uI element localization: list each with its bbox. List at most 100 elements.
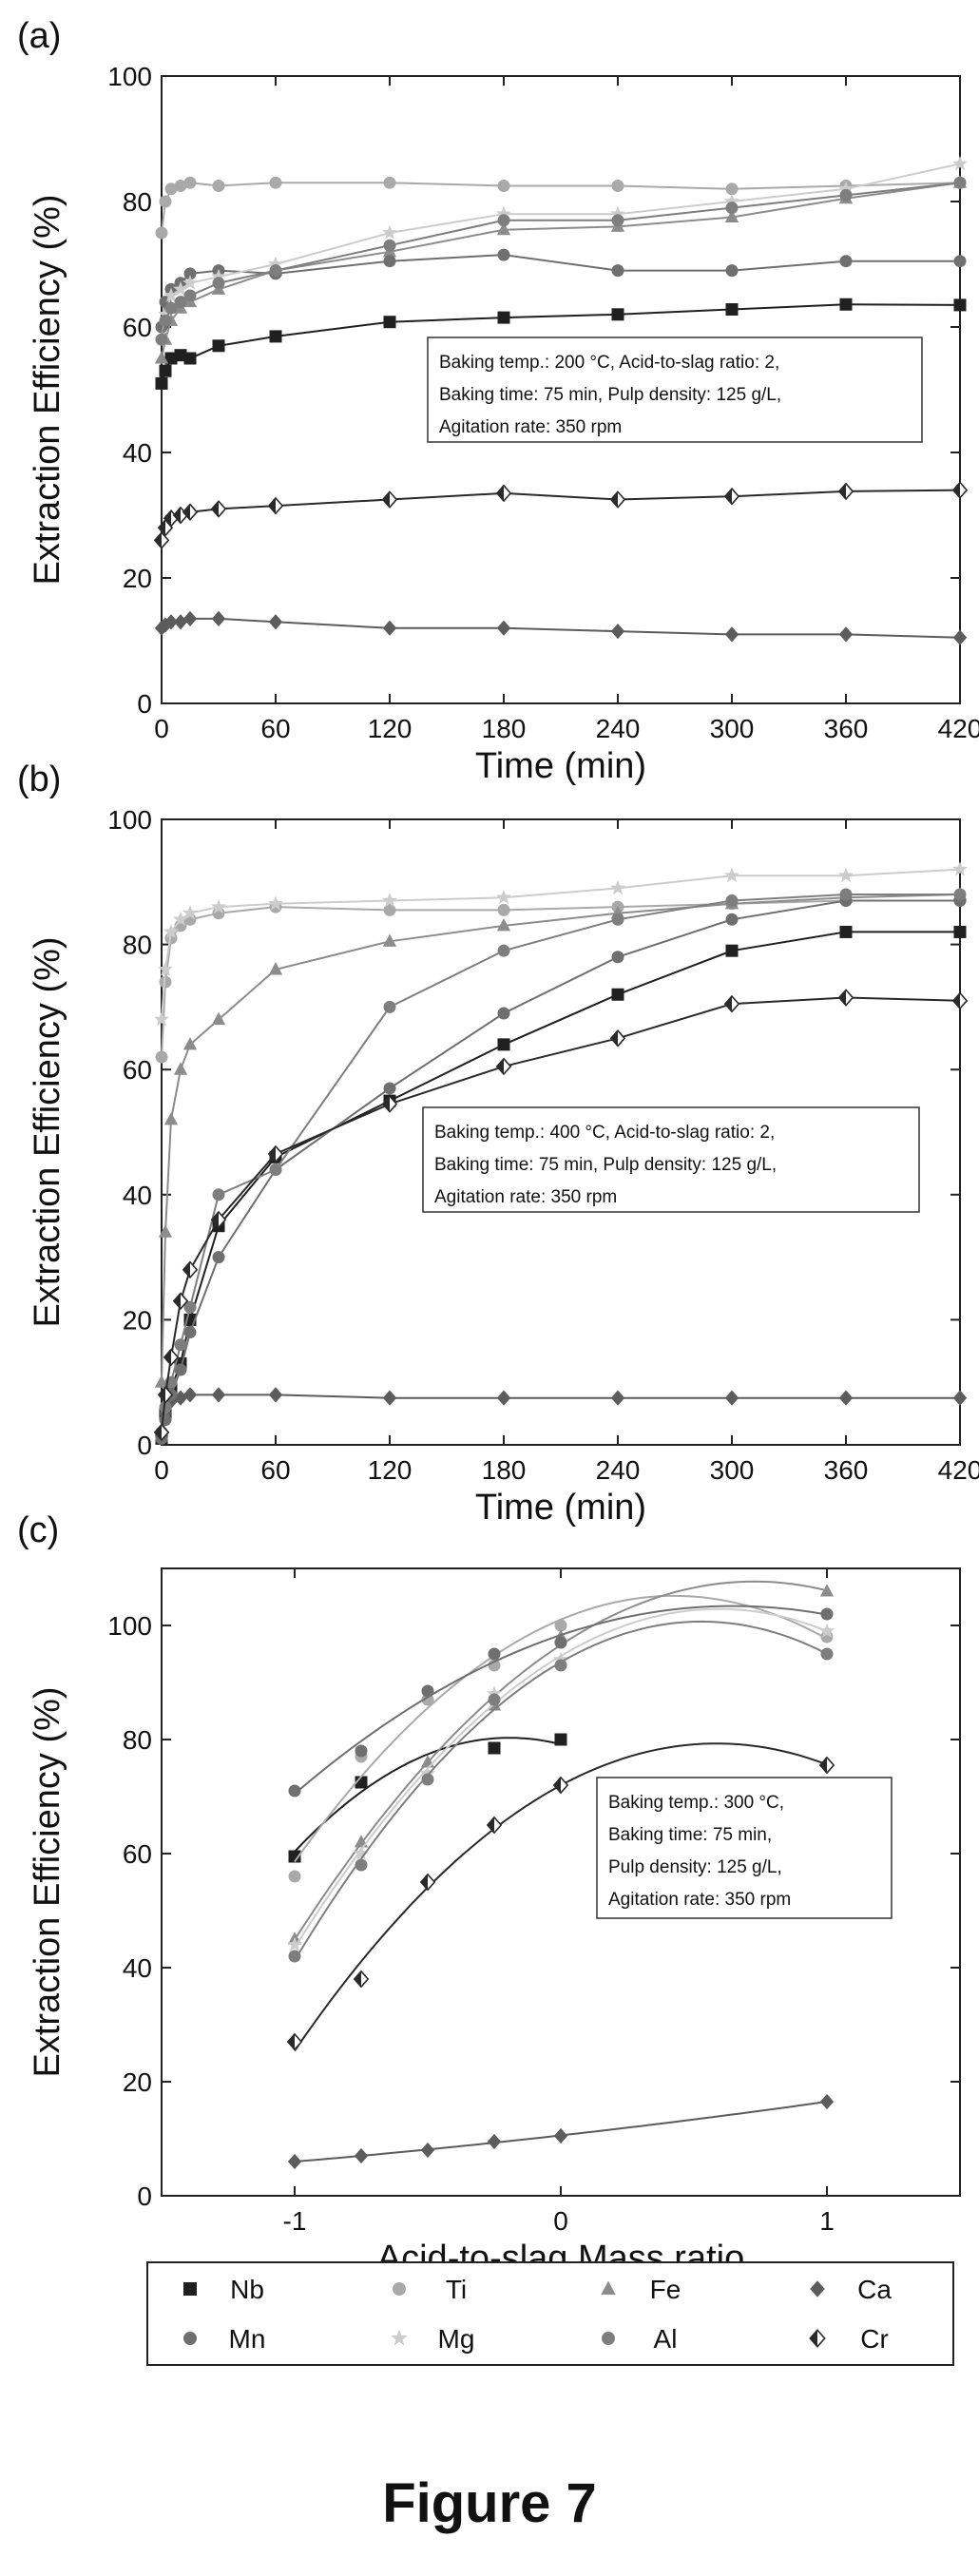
series-ti bbox=[288, 1594, 834, 1883]
y-tick-label: 60 bbox=[123, 1839, 152, 1869]
data-point-ti bbox=[497, 180, 510, 192]
y-tick-label: 100 bbox=[107, 62, 152, 91]
x-tick-label: 180 bbox=[482, 714, 527, 743]
y-tick-label: 80 bbox=[123, 931, 152, 960]
legend-marker-mg bbox=[391, 2329, 408, 2346]
data-point-al bbox=[611, 214, 624, 227]
data-point-nb bbox=[839, 298, 853, 311]
data-point-mn bbox=[183, 1326, 197, 1339]
data-point-al bbox=[839, 888, 853, 901]
data-point-cr bbox=[837, 989, 854, 1007]
data-point-mg bbox=[382, 893, 397, 908]
series-al bbox=[155, 888, 967, 1439]
x-axis-label: Time (min) bbox=[475, 746, 646, 786]
data-point-fe bbox=[819, 1584, 835, 1597]
data-point-ca bbox=[382, 620, 397, 636]
series-line-mg bbox=[161, 163, 961, 340]
data-point-ti bbox=[155, 226, 168, 240]
legend-label: Nb bbox=[230, 2275, 264, 2304]
data-point-al bbox=[212, 277, 225, 290]
data-point-fe bbox=[158, 1224, 173, 1238]
x-tick-label: 240 bbox=[596, 1455, 641, 1485]
series-line-ca bbox=[161, 1394, 960, 1432]
data-point-mg bbox=[163, 924, 179, 939]
x-tick-label: 1 bbox=[819, 2206, 835, 2236]
conditions-annotation: Baking temp.: 200 °C, Acid-to-slag ratio… bbox=[427, 336, 923, 443]
data-point-nb bbox=[725, 303, 739, 317]
series-mg bbox=[154, 861, 968, 1027]
chart-panel-b: (b) 0 20 40 60 80 100 0 60 120 180 240 300 360 420 Time… bbox=[17, 759, 979, 1528]
data-point-ti bbox=[725, 183, 739, 196]
x-tick-label: 420 bbox=[938, 1455, 979, 1485]
panel-label: (a) bbox=[17, 16, 61, 56]
y-tick-label: 60 bbox=[123, 313, 152, 342]
data-point-mg bbox=[724, 867, 739, 883]
y-tick-label: 40 bbox=[123, 1181, 152, 1210]
y-tick-label: 0 bbox=[137, 689, 152, 719]
data-point-ca bbox=[163, 614, 179, 630]
annotation-line: Baking temp.: 300 °C, bbox=[608, 1793, 784, 1813]
legend-label: Mn bbox=[229, 2324, 266, 2354]
legend-marker-cr bbox=[809, 2329, 826, 2348]
series-nb bbox=[155, 298, 967, 390]
annotation-line: Baking time: 75 min, Pulp density: 125 g… bbox=[439, 385, 781, 405]
data-point-al bbox=[269, 264, 282, 278]
y-axis-label: Extraction Efficiency (%) bbox=[28, 194, 67, 585]
data-point-cr bbox=[267, 496, 284, 515]
data-point-ti bbox=[164, 183, 178, 196]
figure-caption: Figure 7 bbox=[382, 2472, 597, 2534]
x-tick-label: 360 bbox=[824, 714, 869, 743]
data-point-ti bbox=[159, 195, 172, 208]
data-point-ca bbox=[487, 2133, 502, 2150]
data-point-nb bbox=[953, 298, 967, 312]
x-tick-label: 420 bbox=[938, 714, 979, 743]
data-point-cr bbox=[267, 1144, 284, 1163]
data-point-al bbox=[159, 1401, 172, 1414]
data-point-nb bbox=[611, 308, 624, 321]
data-point-nb bbox=[159, 364, 172, 377]
data-point-ca bbox=[952, 629, 968, 645]
annotation-line: Baking temp.: 400 °C, Acid-to-slag ratio… bbox=[434, 1123, 775, 1143]
series-line-cr bbox=[161, 489, 961, 541]
legend-item-ca: Ca bbox=[810, 2275, 892, 2304]
data-point-ca bbox=[952, 1390, 968, 1406]
data-point-cr bbox=[723, 994, 740, 1013]
data-point-mg bbox=[838, 181, 854, 196]
data-point-nb bbox=[611, 988, 624, 1001]
legend-label: Al bbox=[654, 2324, 678, 2354]
data-point-mn bbox=[554, 1636, 567, 1649]
annotation-line: Pulp density: 125 g/L, bbox=[608, 1857, 782, 1877]
series-cr bbox=[286, 1742, 835, 2051]
legend-marker-al bbox=[602, 2332, 615, 2345]
data-point-mg bbox=[211, 898, 226, 913]
series-al bbox=[288, 1620, 834, 1963]
panel-label: (c) bbox=[17, 1510, 59, 1550]
data-point-al bbox=[159, 314, 172, 327]
data-point-fe bbox=[154, 351, 169, 364]
data-point-al bbox=[421, 1773, 434, 1786]
plot-frame bbox=[161, 75, 961, 704]
legend-item-cr: Cr bbox=[809, 2324, 889, 2354]
data-point-mg bbox=[173, 911, 188, 927]
data-point-nb bbox=[174, 349, 187, 362]
data-point-al bbox=[212, 1188, 225, 1201]
data-point-ti bbox=[611, 180, 624, 192]
data-point-ca bbox=[724, 1390, 739, 1406]
data-point-nb bbox=[269, 330, 282, 343]
y-tick-label: 20 bbox=[123, 564, 152, 593]
data-point-ti bbox=[288, 1870, 301, 1883]
data-point-fe bbox=[173, 1062, 188, 1075]
data-point-mg bbox=[182, 905, 198, 920]
x-tick-label: 60 bbox=[260, 1455, 290, 1485]
data-point-fe bbox=[182, 1037, 198, 1050]
series-line-cr bbox=[161, 996, 961, 1432]
data-point-al bbox=[820, 1647, 834, 1661]
x-tick-label: 60 bbox=[260, 714, 290, 743]
data-point-cr bbox=[163, 1348, 180, 1367]
data-point-al bbox=[174, 296, 187, 309]
annotation-box bbox=[596, 1777, 893, 1919]
data-point-cr bbox=[419, 1873, 436, 1892]
data-point-cr bbox=[552, 1776, 569, 1795]
conditions-annotation: Baking temp.: 300 °C, Baking time: 75 min… bbox=[596, 1777, 893, 1919]
